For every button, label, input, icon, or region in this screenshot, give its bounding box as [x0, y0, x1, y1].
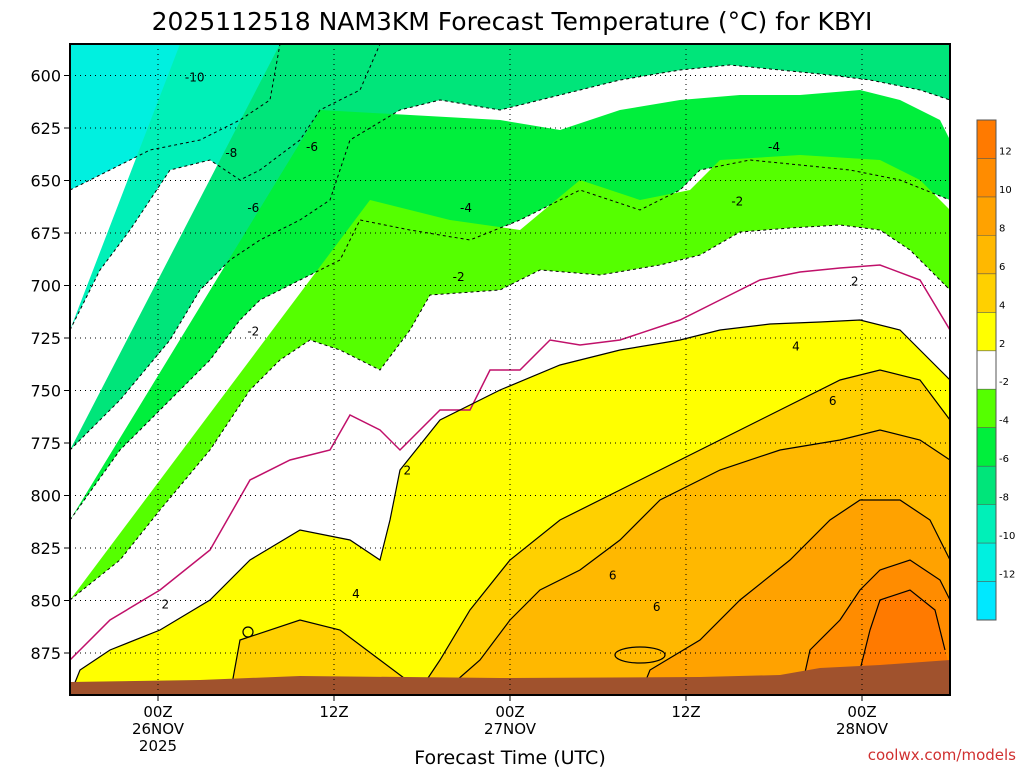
colorbar-tick-label: -12 [999, 570, 1015, 581]
x-tick-label: 00Z [847, 703, 876, 721]
colorbar-swatch [977, 120, 996, 159]
y-tick-label: 850 [30, 592, 61, 611]
colorbar-swatch [977, 389, 996, 429]
contour-label: 6 [609, 568, 617, 582]
band-12 [860, 590, 950, 670]
contour-label: 2 [851, 274, 859, 288]
contour-2 [69, 319, 951, 696]
contour-minus6 [69, 64, 951, 451]
y-tick-label: 825 [30, 539, 61, 558]
y-tick-label: 700 [30, 277, 61, 296]
contour-label: -2 [247, 325, 259, 339]
colorbar-tick-label: 6 [999, 262, 1005, 273]
colorbar-swatch [977, 581, 996, 621]
colorbar-swatch [977, 196, 996, 236]
contour-minus10 [69, 43, 281, 191]
plot-area: -10 -8 -6 -6 -4 -4 -2 -2 -2 2 4 6 2 6 4 2 6 [69, 43, 951, 696]
contour-label-layer: -10 -8 -6 -6 -4 -4 -2 -2 -2 2 4 6 2 6 4 2 6 [162, 71, 859, 614]
contour-2-island [242, 626, 254, 638]
contour-label: -4 [768, 140, 780, 154]
contour-label: -10 [185, 71, 205, 85]
contour-minus4 [69, 159, 951, 521]
contour-8 [639, 499, 951, 696]
y-tick-label: 650 [30, 172, 61, 191]
y-axis: 600 625 650 675 700 725 750 775 800 825 850 875 [30, 67, 70, 663]
colorbar-tick-label: -4 [999, 416, 1009, 427]
band-minus2-white [70, 225, 950, 690]
colorbar-tick-label: 4 [999, 300, 1005, 311]
band-minus6-b [70, 90, 950, 520]
contour-label: 6 [653, 600, 661, 614]
colorbar-tick-label: 8 [999, 223, 1005, 234]
contour-6-island [614, 646, 666, 664]
contour-4 [229, 369, 951, 696]
colorbar-swatch [977, 158, 996, 198]
x-tick-label: 00Z [495, 703, 524, 721]
contour-10 [799, 559, 951, 696]
colorbar-frame [976, 119, 997, 621]
grid [70, 44, 950, 695]
contour-label: -2 [731, 195, 743, 209]
colorbar: 12 10 8 6 4 2 -2 -4 -6 -8 -10 -12 [976, 119, 1015, 621]
colorbar-swatch [977, 273, 996, 313]
x-tick-label: 12Z [671, 703, 700, 721]
colorbar-tick-label: 12 [999, 146, 1012, 157]
colorbar-tick-label: 2 [999, 339, 1005, 350]
colorbar-swatch [977, 427, 996, 467]
x-tick-label: 27NOV [484, 720, 537, 738]
contour-minus2 [69, 224, 951, 601]
colorbar-swatch [977, 312, 996, 352]
contour-label: -2 [453, 270, 465, 284]
colorbar-tick-label: -2 [999, 377, 1009, 388]
colorbar-tick-label: -10 [999, 531, 1015, 542]
band-minus6-a [70, 44, 950, 450]
x-tick-label: 26NOV [132, 720, 185, 738]
y-tick-label: 725 [30, 329, 61, 348]
credit-text: coolwx.com/models [868, 746, 1016, 764]
contour-12 [859, 589, 946, 671]
y-tick-label: 875 [30, 644, 61, 663]
colorbar-swatch [977, 543, 996, 583]
y-tick-label: 775 [30, 434, 61, 453]
colorbar-tick-label: -6 [999, 454, 1009, 465]
y-tick-label: 800 [30, 487, 61, 506]
colorbar-tick-label: 10 [999, 185, 1012, 196]
y-tick-label: 600 [30, 67, 61, 86]
y-tick-label: 625 [30, 119, 61, 138]
contour-label: -4 [460, 201, 472, 215]
colorbar-swatch [977, 504, 996, 544]
contour-label: 2 [162, 598, 170, 612]
x-tick-label: 00Z [143, 703, 172, 721]
terrain [70, 660, 950, 695]
x-tick-label: 28NOV [836, 720, 889, 738]
colorbar-swatch [977, 350, 996, 390]
contour-label: 6 [829, 394, 837, 408]
contour-label: 4 [792, 339, 800, 353]
chart-title: 2025112518 NAM3KM Forecast Temperature (… [152, 7, 873, 36]
contour-label: -6 [306, 140, 318, 154]
y-tick-label: 675 [30, 224, 61, 243]
x-tick-label: 2025 [139, 737, 177, 755]
x-tick-label: 12Z [319, 703, 348, 721]
contour-0 [69, 264, 951, 661]
contour-label: -8 [225, 146, 237, 160]
y-tick-label: 750 [30, 382, 61, 401]
colorbar-tick-label: -8 [999, 493, 1009, 504]
colorbar-swatch [977, 235, 996, 275]
x-axis-label: Forecast Time (UTC) [414, 747, 605, 768]
contour-label: 4 [352, 587, 360, 601]
contour-label: -6 [247, 201, 259, 215]
colorbar-swatch [977, 466, 996, 506]
contour-label: 2 [404, 463, 412, 477]
